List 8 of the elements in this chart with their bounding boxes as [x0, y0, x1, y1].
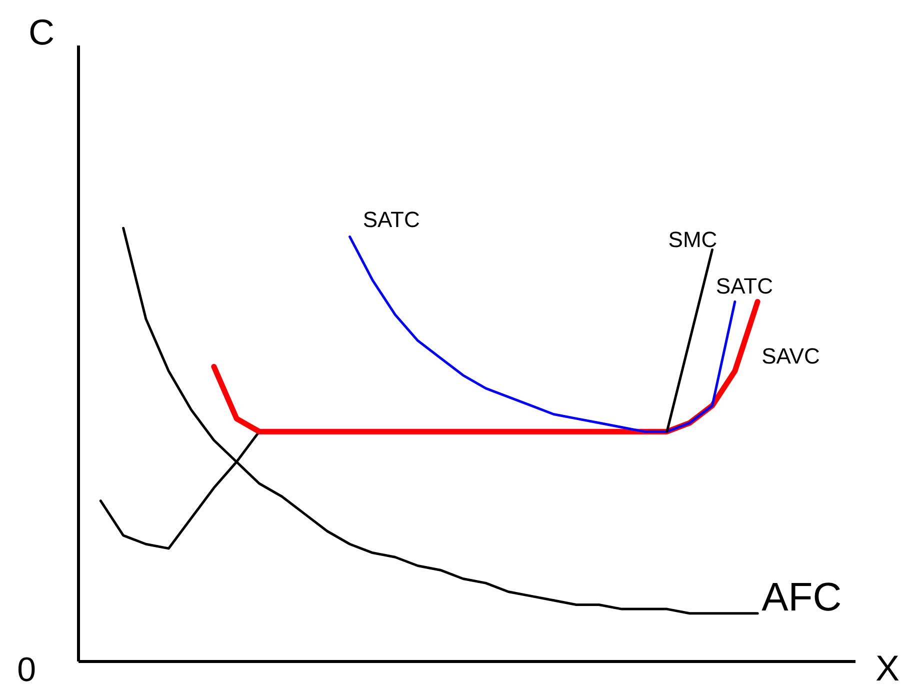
text: SATC — [716, 274, 773, 299]
y-axis-title: C — [28, 12, 54, 52]
text: 0 — [17, 651, 36, 686]
series-label: SATC — [362, 206, 420, 232]
x-axis-title: X — [876, 648, 900, 686]
series-label: SMC — [668, 226, 718, 252]
series-label: SAVC — [762, 344, 820, 369]
series-label: AFC — [762, 575, 842, 620]
